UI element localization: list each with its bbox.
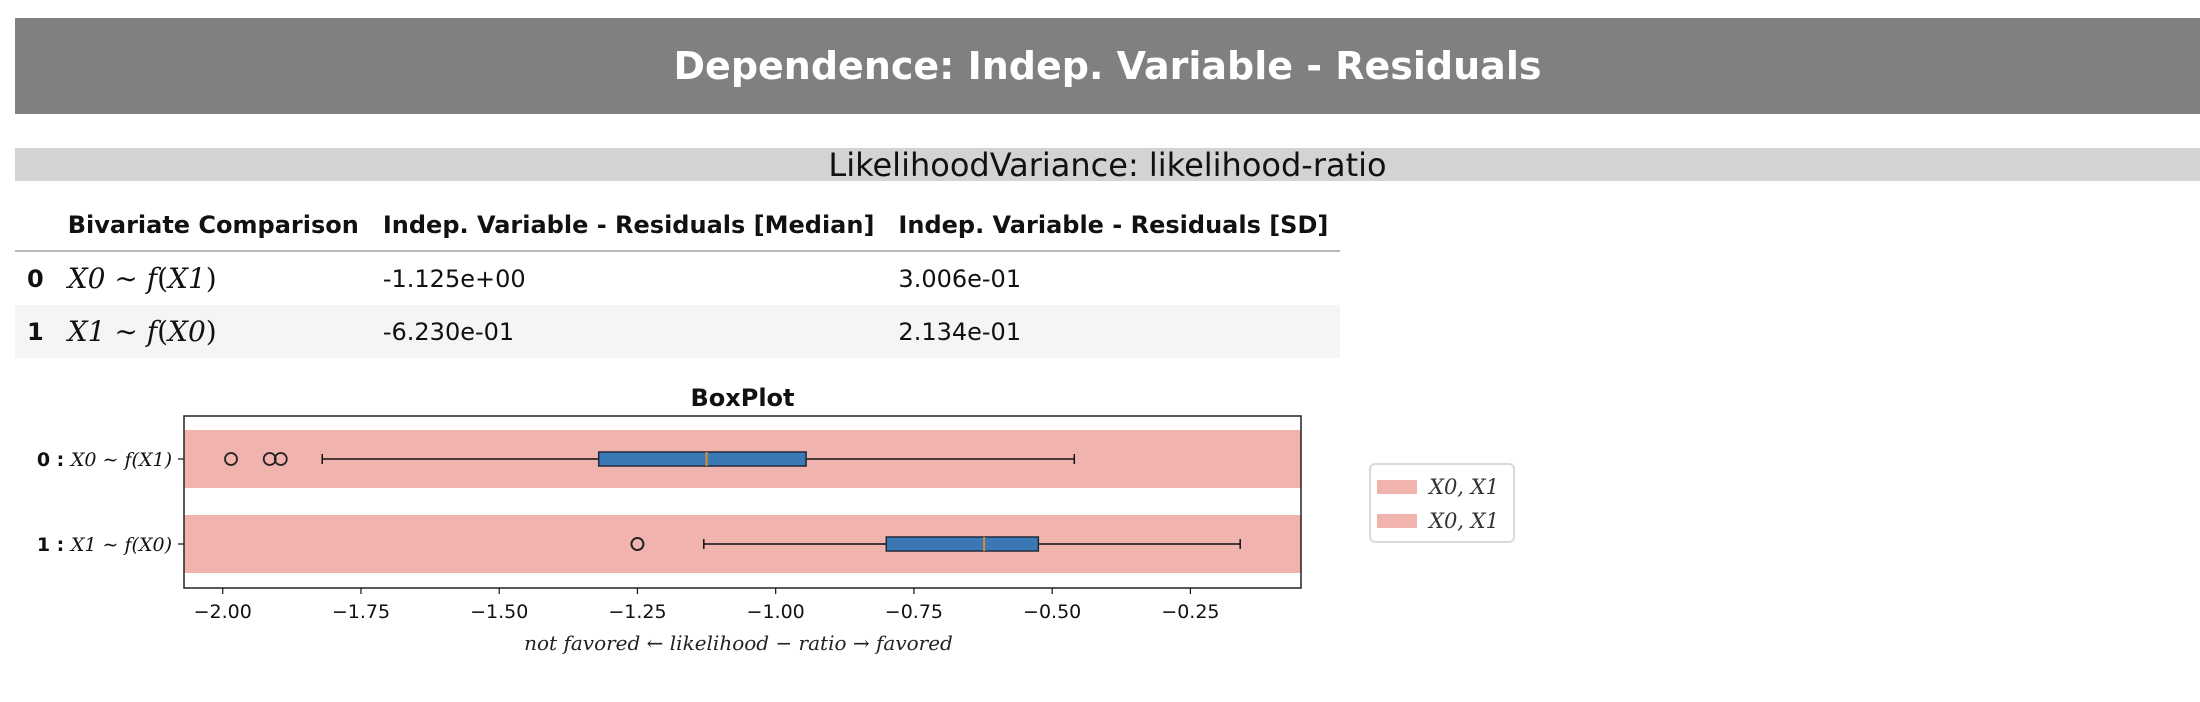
outlier-point — [224, 452, 238, 466]
sd-cell: 3.006e-01 — [898, 264, 1022, 293]
median-cell: -1.125e+00 — [382, 264, 526, 293]
section-title-banner: LikelihoodVariance: likelihood-ratio — [15, 145, 2200, 184]
plot-frame — [183, 415, 1302, 589]
sd-cell: 2.134e-01 — [886, 305, 1341, 358]
comparison-formula: X1 ∼ f(X0) — [67, 315, 217, 348]
y-tick-label: 1 : X1 ∼ f(X0) — [37, 534, 172, 556]
chart-title: BoxPlot — [690, 384, 794, 412]
x-tick-label: −1.00 — [747, 601, 805, 623]
outlier-point — [630, 537, 645, 551]
x-axis-label: not favored ← likelihood − ratio → favor… — [524, 631, 953, 655]
boxplot-chart: BoxPlot 0 : X0 ∼ f(X1) 1 : X1 ∼ f(X0) −2.00… — [37, 384, 1302, 655]
results-table: Bivariate Comparison Indep. Variable - R… — [15, 200, 1341, 358]
column-header-index — [15, 200, 56, 252]
legend-item: X0, X1 — [1371, 475, 1499, 499]
x-tick-label: −0.75 — [885, 601, 943, 623]
x-tick-label: −2.00 — [194, 601, 252, 623]
comparison-cell: X1 ∼ f(X0) — [55, 305, 371, 358]
x-tick-label: −1.25 — [608, 601, 666, 623]
legend-swatch — [1377, 480, 1417, 494]
legend-label: X0, X1 — [1429, 475, 1499, 499]
column-header-comparison: Bivariate Comparison — [55, 200, 371, 252]
x-tick-label: −1.50 — [470, 601, 528, 623]
chart-legend: X0, X1 X0, X1 — [1369, 463, 1515, 543]
legend-item: X0, X1 — [1371, 509, 1499, 533]
page-title: Dependence: Indep. Variable - Residuals — [673, 44, 1542, 88]
x-tick-label: −0.50 — [1023, 601, 1081, 623]
column-header-sd: Indep. Variable - Residuals [SD] — [886, 200, 1341, 252]
outlier-point — [262, 452, 277, 466]
outlier-point — [273, 452, 288, 466]
x-tick-label: −0.25 — [1161, 601, 1219, 623]
section-title: LikelihoodVariance: likelihood-ratio — [828, 145, 1387, 184]
comparison-formula: X0 ∼ f(X1) — [67, 262, 217, 295]
box-iqr — [885, 536, 1040, 552]
y-tick-label: 0 : X0 ∼ f(X1) — [37, 449, 172, 471]
legend-swatch — [1377, 514, 1417, 528]
table-header-row: Bivariate Comparison Indep. Variable - R… — [15, 200, 1341, 252]
row-index: 1 — [15, 305, 56, 358]
table-row: 1 X1 ∼ f(X0) -6.230e-01 2.134e-01 — [15, 305, 1341, 358]
comparison-cell: X0 ∼ f(X1) — [56, 251, 371, 305]
legend-label: X0, X1 — [1429, 509, 1499, 533]
box-iqr — [597, 451, 807, 467]
median-cell: -6.230e-01 — [370, 305, 887, 358]
table-row: 0 X0 ∼ f(X1) -1.125e+00 3.006e-01 — [15, 251, 1340, 305]
page-title-banner: Dependence: Indep. Variable - Residuals — [15, 18, 2200, 114]
row-index: 0 — [27, 264, 44, 293]
x-tick-label: −1.75 — [332, 601, 390, 623]
column-header-median: Indep. Variable - Residuals [Median] — [370, 200, 887, 252]
